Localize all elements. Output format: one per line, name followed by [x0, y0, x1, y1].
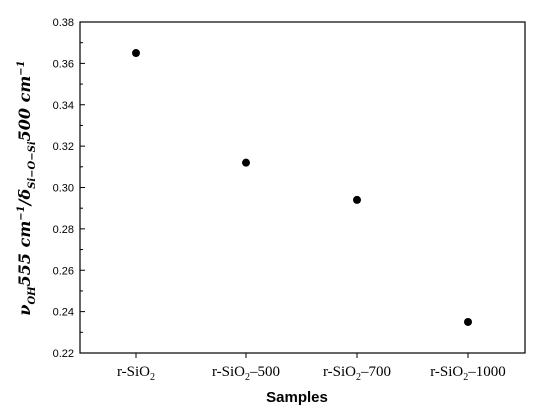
data-points: [132, 49, 472, 326]
x-tick-label: r-SiO2–1000: [430, 364, 506, 383]
data-point: [242, 158, 250, 167]
y-tick-label: 0.30: [53, 183, 74, 195]
y-tick-label: 0.32: [53, 141, 74, 153]
plot-frame: [79, 21, 526, 354]
plot-border: [79, 21, 526, 354]
data-point: [464, 317, 472, 326]
data-point: [353, 195, 361, 204]
y-axis: 0.22 0.24 0.26 0.28 0.30 0.32 0.34 0.36 0.38: [53, 17, 85, 360]
y-tick-label: 0.38: [53, 17, 74, 29]
y-tick-label: 0.26: [53, 265, 74, 277]
y-tick-label: 0.22: [53, 348, 74, 360]
y-tick-label: 0.36: [53, 58, 74, 70]
x-tick-label: r-SiO2: [117, 364, 155, 383]
data-point: [132, 49, 140, 58]
x-tick-label: r-SiO2–700: [323, 364, 391, 383]
x-axis-title: Samples: [266, 389, 328, 406]
y-tick-label: 0.24: [53, 307, 74, 319]
y-axis-title: νOH555 cm−1/δSi−O−Si500 cm−1: [15, 60, 38, 315]
y-tick-label: 0.28: [53, 224, 74, 236]
x-tick-label: r-SiO2–500: [212, 364, 280, 383]
y-tick-label: 0.34: [53, 100, 74, 112]
x-axis: r-SiO2 r-SiO2–500 r-SiO2–700 r-SiO2–1000: [117, 353, 506, 383]
